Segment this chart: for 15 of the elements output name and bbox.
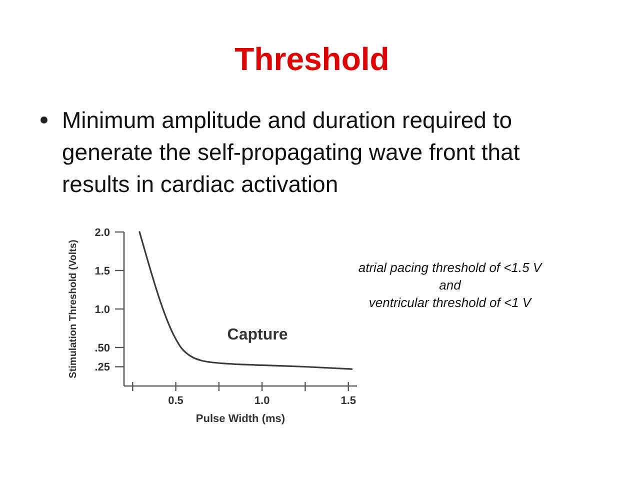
y-tick-label: 1.0 (94, 304, 110, 316)
chart-subtitle: Minimum amplitude and duration required to generate the self-propagating wave front that results in cardiac activation (62, 107, 520, 197)
x-tick-label: 0.5 (168, 395, 184, 407)
y-tick-label: .25 (94, 362, 110, 374)
annotation: Capture (227, 326, 288, 344)
chart-title: Threshold (234, 41, 390, 77)
y-tick-label: 2.0 (94, 226, 110, 239)
y-tick-label: .50 (94, 342, 110, 354)
x-axis-title: Pulse Width (ms) (196, 413, 286, 425)
x-tick-label: 1.5 (340, 395, 356, 407)
line-series (138, 231, 353, 370)
text: atrial pacing threshold of <1.5 V and ventricular threshold of <1 V (358, 260, 543, 310)
x-tick-label: 1.0 (254, 395, 270, 407)
y-axis-title: Stimulation Threshold (Volts) (68, 240, 79, 378)
y-tick-label: 1.5 (94, 265, 110, 278)
